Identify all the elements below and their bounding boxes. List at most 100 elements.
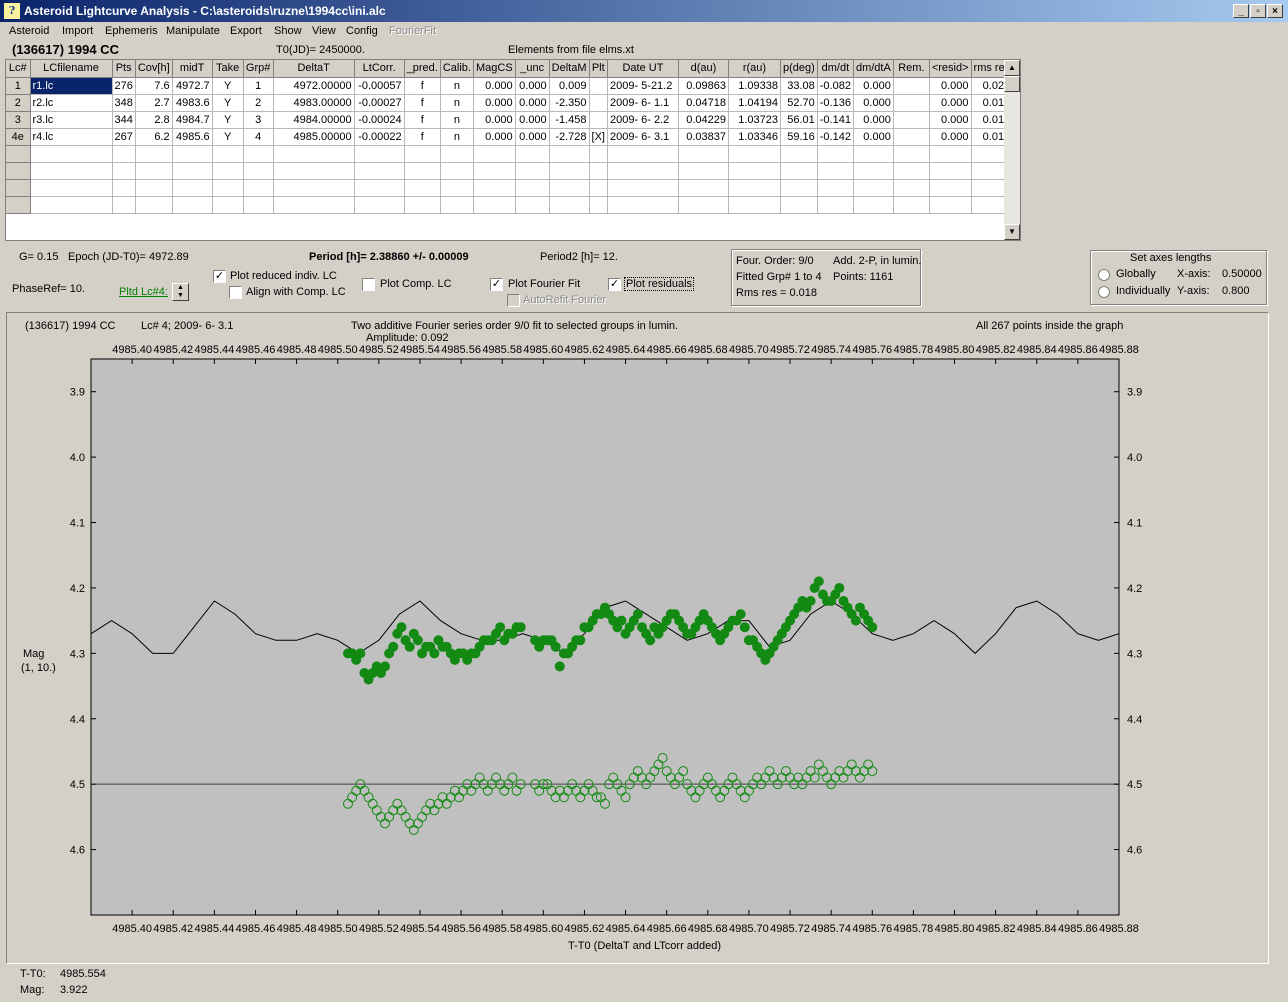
table-cell[interactable]: 3 (243, 111, 274, 129)
table-cell[interactable] (212, 162, 244, 180)
column-header[interactable]: DeltaT (273, 60, 355, 78)
menu-export[interactable]: Export (230, 25, 262, 37)
table-cell[interactable] (354, 162, 405, 180)
table-cell[interactable]: 4985.00000 (273, 128, 355, 146)
table-cell[interactable] (549, 196, 590, 214)
table-cell[interactable] (112, 162, 136, 180)
table-cell[interactable] (589, 179, 608, 197)
table-cell[interactable] (515, 196, 550, 214)
column-header[interactable]: d(au) (678, 60, 729, 78)
table-cell[interactable] (817, 196, 854, 214)
table-cell[interactable] (515, 145, 550, 163)
table-cell[interactable]: 2.7 (135, 94, 173, 112)
table-cell[interactable]: 4 (243, 128, 274, 146)
column-header[interactable]: _pred. (404, 60, 441, 78)
table-cell[interactable]: -0.136 (817, 94, 854, 112)
plot-panel[interactable]: 4985.40 4985.42 4985.44 4985.46 4985.48 4985.… (6, 312, 1269, 964)
table-cell[interactable] (515, 179, 550, 197)
globally-radio[interactable] (1098, 269, 1110, 281)
table-cell[interactable]: -0.00022 (354, 128, 405, 146)
empty-row[interactable] (6, 196, 1014, 214)
row-header[interactable]: 4e (6, 128, 31, 146)
pltd-lc-link[interactable]: Pltd Lc#4: (119, 286, 168, 298)
table-cell[interactable] (473, 145, 516, 163)
table-cell[interactable] (728, 196, 781, 214)
column-header[interactable]: Take (212, 60, 244, 78)
table-cell[interactable]: 0.000 (473, 94, 516, 112)
table-cell[interactable]: 0.013 (971, 94, 1014, 112)
empty-row[interactable] (6, 162, 1014, 180)
table-cell[interactable]: 1 (243, 77, 274, 95)
table-cell[interactable]: 4984.00000 (273, 111, 355, 129)
column-header[interactable]: dm/dtA (853, 60, 894, 78)
table-cell[interactable]: 2.8 (135, 111, 173, 129)
table-cell[interactable] (273, 145, 355, 163)
table-cell[interactable]: -0.082 (817, 77, 854, 95)
table-cell[interactable]: f (404, 77, 441, 95)
plot-comp-checkbox[interactable] (362, 278, 375, 291)
table-cell[interactable] (780, 179, 818, 197)
table-cell[interactable]: 267 (112, 128, 136, 146)
table-cell[interactable]: -2.728 (549, 128, 590, 146)
table-cell[interactable] (404, 196, 441, 214)
table-row[interactable]: 4e r4.lc 267 6.2 4985.6 Y 4 4985.00000 -0.00022 f… (6, 128, 1014, 146)
table-cell[interactable]: r4.lc (30, 128, 113, 146)
table-cell[interactable] (589, 162, 608, 180)
column-header[interactable]: dm/dt (817, 60, 854, 78)
table-cell[interactable]: n (440, 94, 474, 112)
table-cell[interactable] (780, 145, 818, 163)
table-row[interactable]: 2 r2.lc 348 2.7 4983.6 Y 2 4983.00000 -0.00027 f n… (6, 94, 1014, 112)
table-cell[interactable]: 0.009 (549, 77, 590, 95)
table-cell[interactable]: n (440, 111, 474, 129)
column-header[interactable]: LtCorr. (354, 60, 405, 78)
table-cell[interactable]: f (404, 94, 441, 112)
table-cell[interactable]: -0.00057 (354, 77, 405, 95)
table-cell[interactable]: -2.350 (549, 94, 590, 112)
table-cell[interactable] (893, 196, 930, 214)
table-cell[interactable]: 0.000 (473, 111, 516, 129)
column-header[interactable]: _unc (515, 60, 550, 78)
table-cell[interactable] (273, 179, 355, 197)
table-cell[interactable]: 52.70 (780, 94, 818, 112)
table-cell[interactable]: 33.08 (780, 77, 818, 95)
column-header[interactable]: Plt (589, 60, 608, 78)
align-comp-checkbox[interactable] (229, 286, 242, 299)
column-header[interactable]: Cov[h] (135, 60, 173, 78)
table-cell[interactable] (780, 196, 818, 214)
table-cell[interactable] (473, 179, 516, 197)
table-cell[interactable] (30, 179, 113, 197)
table-cell[interactable]: 0.000 (515, 128, 550, 146)
table-cell[interactable]: 0.024 (971, 77, 1014, 95)
table-cell[interactable]: 0.04718 (678, 94, 729, 112)
restore-button[interactable]: ▫ (1250, 4, 1266, 18)
empty-row[interactable] (6, 145, 1014, 163)
table-cell[interactable]: 0.000 (515, 77, 550, 95)
table-cell[interactable] (172, 145, 213, 163)
table-cell[interactable] (728, 162, 781, 180)
table-cell[interactable]: 1.03346 (728, 128, 781, 146)
table-cell[interactable]: -0.00027 (354, 94, 405, 112)
table-cell[interactable] (354, 145, 405, 163)
table-cell[interactable]: 1.09338 (728, 77, 781, 95)
table-cell[interactable]: 0.000 (853, 77, 894, 95)
menu-manipulate[interactable]: Manipulate (166, 25, 220, 37)
table-cell[interactable] (212, 179, 244, 197)
table-cell[interactable]: 4983.00000 (273, 94, 355, 112)
table-cell[interactable]: Y (212, 94, 244, 112)
table-cell[interactable]: 0.000 (473, 128, 516, 146)
row-header[interactable]: 2 (6, 94, 31, 112)
table-cell[interactable] (273, 162, 355, 180)
table-cell[interactable]: 2 (243, 94, 274, 112)
table-cell[interactable]: 344 (112, 111, 136, 129)
table-cell[interactable]: 348 (112, 94, 136, 112)
table-cell[interactable] (607, 162, 679, 180)
table-cell[interactable] (404, 145, 441, 163)
table-cell[interactable]: f (404, 128, 441, 146)
scroll-down-icon[interactable]: ▼ (1004, 224, 1020, 240)
plot-residuals-checkbox[interactable]: ✓ (608, 278, 621, 291)
column-header[interactable]: <resid> (929, 60, 972, 78)
table-cell[interactable]: 1.03723 (728, 111, 781, 129)
table-cell[interactable] (589, 196, 608, 214)
row-header[interactable] (6, 162, 31, 180)
table-cell[interactable] (172, 179, 213, 197)
